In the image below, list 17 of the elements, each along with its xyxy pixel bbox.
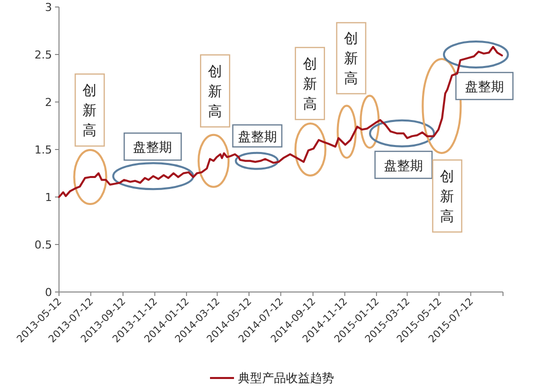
annotation: 创新高 <box>208 64 222 120</box>
legend-label: 典型产品收益趋势 <box>238 371 334 385</box>
annotation: 创新高 <box>344 31 358 88</box>
annotation: 盘整期 <box>464 80 504 95</box>
annotation: 盘整期 <box>133 140 172 156</box>
y-tick-label: 1 <box>45 191 52 204</box>
annotation: 创新高 <box>82 83 97 140</box>
y-tick-label: 2.5 <box>34 48 52 62</box>
annotation: 盘整期 <box>238 130 277 145</box>
y-tick-label: 0 <box>45 286 52 299</box>
annotation: 盘整期 <box>384 158 424 174</box>
y-tick-label: 3 <box>45 1 52 14</box>
annotation: 创新高 <box>302 56 317 112</box>
y-tick-label: 2 <box>45 96 52 109</box>
y-tick-label: 0.5 <box>34 238 52 252</box>
y-tick-label: 1.5 <box>34 144 52 156</box>
annotation: 创新高 <box>440 169 454 225</box>
